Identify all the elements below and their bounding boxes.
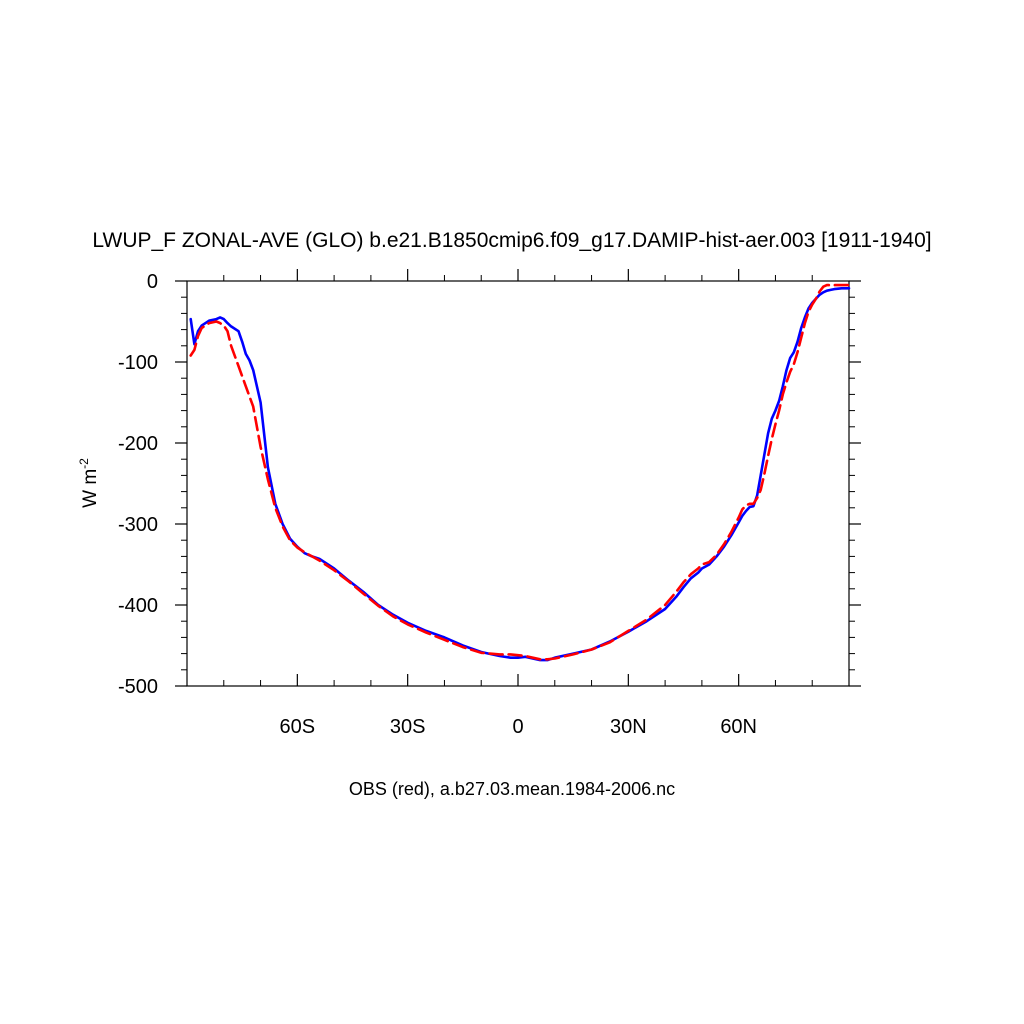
obs-series-line <box>189 283 851 661</box>
axis-ticks <box>175 269 861 687</box>
x-tick-labels: 60S 30S 0 30N 60N <box>280 716 757 738</box>
y-axis-label-unit: W m <box>80 469 101 508</box>
y-tick-label: -500 <box>118 676 158 698</box>
x-tick-label: 0 <box>512 716 523 738</box>
x-tick-label: 60N <box>720 716 757 738</box>
chart-title: LWUP_F ZONAL-AVE (GLO) b.e21.B1850cmip6.… <box>92 229 931 252</box>
chart-footer-caption: OBS (red), a.b27.03.mean.1984-2006.nc <box>349 779 675 799</box>
x-tick-label: 30N <box>610 716 647 738</box>
y-tick-label: -300 <box>118 514 158 536</box>
y-tick-label: -200 <box>118 433 158 455</box>
series-layer <box>189 283 851 662</box>
plot-frame <box>186 280 850 687</box>
y-tick-label: 0 <box>147 271 158 293</box>
model-series-line <box>189 286 851 662</box>
y-tick-labels: 0 -100 -200 -300 -400 -500 <box>118 271 158 698</box>
plot-border <box>186 280 850 687</box>
y-axis-label: W m-2 <box>77 458 101 508</box>
y-tick-label: -400 <box>118 595 158 617</box>
y-axis-label-exponent: -2 <box>77 458 91 469</box>
x-tick-label: 60S <box>280 716 316 738</box>
y-tick-label: -100 <box>118 352 158 374</box>
x-tick-label: 30S <box>390 716 426 738</box>
